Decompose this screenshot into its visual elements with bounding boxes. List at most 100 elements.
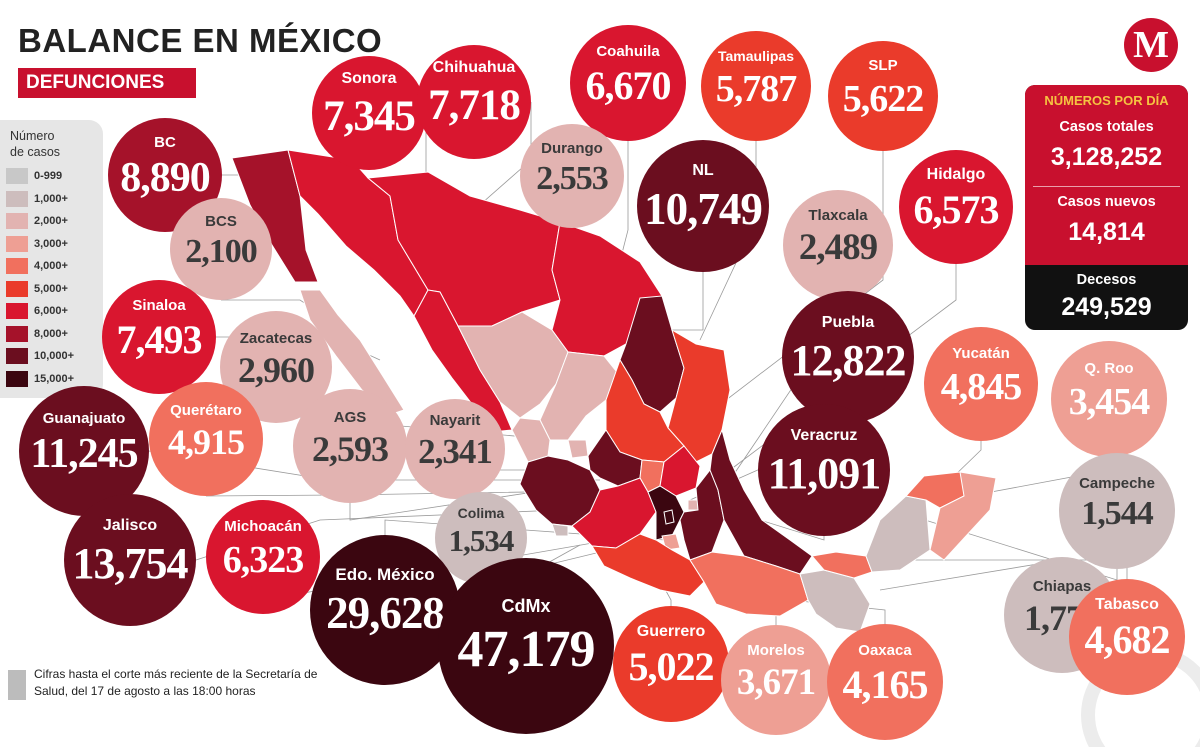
state-deaths-value: 4,915 [168,421,245,462]
legend-swatch [6,235,28,252]
state-name: Yucatán [952,345,1010,363]
state-name: Nayarit [429,412,481,430]
state-name: Coahuila [596,43,660,61]
state-name: Querétaro [170,401,242,419]
state-deaths-value: 4,165 [842,662,929,708]
stats-red-panel [1025,85,1188,265]
total-cases-value: 3,128,252 [1050,143,1163,171]
brand-logo: M [1124,18,1178,72]
legend-label: 0-999 [34,170,63,182]
footnote-marker [8,670,26,700]
footnote-text: Cifras hasta el corte más reciente de la… [34,667,318,698]
state-deaths-value: 2,960 [238,349,315,390]
connector-line [699,151,884,421]
state-name: Tabasco [1095,596,1159,614]
state-bubble: Coahuila 6,670 [570,25,686,141]
deaths-value: 249,529 [1061,293,1152,321]
legend-item: 4,000+ [6,258,68,274]
legend-swatch [6,213,28,229]
state-deaths-value: 5,022 [628,644,715,690]
state-bubble: Sinaloa 7,493 [102,280,216,394]
state-bubble: Campeche 1,544 [1059,453,1175,569]
page-title: BALANCE EN MÉXICO [18,22,383,59]
state-deaths-value: 6,573 [913,187,1000,233]
legend-item: 0-999 [6,168,62,184]
state-name: Guanajuato [42,409,126,427]
state-name: Puebla [821,313,875,331]
state-bubble: NL 10,749 [637,140,769,272]
legend-swatch [6,348,28,364]
state-deaths-value: 12,822 [790,335,907,385]
daily-stats-panel: NÚMEROS POR DÍA Casos totales 3,128,252 … [1025,85,1188,330]
state-bubble: Tamaulipas 5,787 [701,31,811,141]
state-deaths-value: 4,682 [1084,617,1171,663]
state-bubble: Morelos 3,671 [721,625,831,735]
state-deaths-value: 29,628 [326,588,445,639]
legend-label: 10,000+ [34,350,75,362]
state-name: Tlaxcala [808,207,868,225]
state-deaths-value: 3,454 [1068,381,1151,424]
legend-item: 1,000+ [6,190,68,207]
state-bubble: Veracruz 11,091 [758,404,890,536]
state-bubble: Sonora 7,345 [312,56,426,170]
state-bubble: AGS 2,593 [293,389,407,503]
state-deaths-value: 47,179 [457,621,596,679]
state-name: Q. Roo [1084,360,1134,378]
legend-item: 10,000+ [6,348,74,364]
state-name: BC [154,133,176,151]
state-name: Edo. México [335,565,435,585]
state-shape-colima [551,523,569,537]
state-shape-sinaloa [413,289,513,433]
state-deaths-value: 1,544 [1081,494,1154,532]
state-name: Jalisco [102,516,158,534]
legend-label: 15,000+ [34,372,75,385]
legend-item: 6,000+ [6,303,68,319]
legend-swatch [6,258,28,274]
state-deaths-value: 2,489 [798,227,878,269]
legend-swatch [6,190,28,207]
state-name: Veracruz [790,426,858,444]
new-cases-value: 14,814 [1068,218,1145,246]
state-deaths-value: 8,890 [120,155,211,202]
legend-item: 3,000+ [6,235,68,252]
state-deaths-value: 13,754 [72,538,189,588]
legend-item: 2,000+ [6,213,68,229]
legend-label: 1,000+ [34,192,68,205]
state-name: Sinaloa [132,297,186,315]
state-bubble: Yucatán 4,845 [924,327,1038,441]
state-bubble: Q. Roo 3,454 [1051,341,1167,457]
legend-item: 5,000+ [6,280,68,297]
new-cases-label: Casos nuevos [1057,194,1156,210]
state-name: AGS [333,408,367,426]
state-bubble: Oaxaca 4,165 [827,624,943,740]
state-shape-campeche [865,495,931,573]
state-name: Guerrero [636,623,706,641]
connector-line [349,484,581,521]
state-deaths-value: 10,749 [644,184,763,235]
state-deaths-value: 2,553 [536,159,609,197]
legend-label: 4,000+ [34,260,68,272]
connector-line [660,272,704,331]
stats-divider [1033,186,1180,187]
state-name: Colima [457,504,505,521]
state-deaths-value: 2,341 [418,432,493,472]
state-bubble: Michoacán 6,323 [206,500,320,614]
state-deaths-value: 7,718 [428,81,521,129]
legend-swatch [6,325,28,342]
state-bubble: Durango 2,553 [520,124,624,228]
state-bubble: Tabasco 4,682 [1069,579,1185,695]
stats-heading: NÚMEROS POR DÍA [1044,93,1169,108]
state-name: Hidalgo [926,166,986,184]
state-deaths-value: 4,845 [940,366,1023,409]
state-shape-veracruz [709,428,813,575]
legend-label: 5,000+ [34,282,68,295]
state-shape-zacatecas [539,351,621,441]
state-deaths-value: 3,671 [736,662,816,704]
state-name: Chiapas [1032,577,1092,595]
state-name: Campeche [1079,474,1155,492]
state-name: Zacatecas [239,329,313,347]
legend: Número de casos 0-999 1,000+ 2,000+ 3,000+ 4… [0,120,103,398]
state-name: Oaxaca [858,642,912,660]
state-bubble: Edo. México 29,628 [310,535,460,685]
